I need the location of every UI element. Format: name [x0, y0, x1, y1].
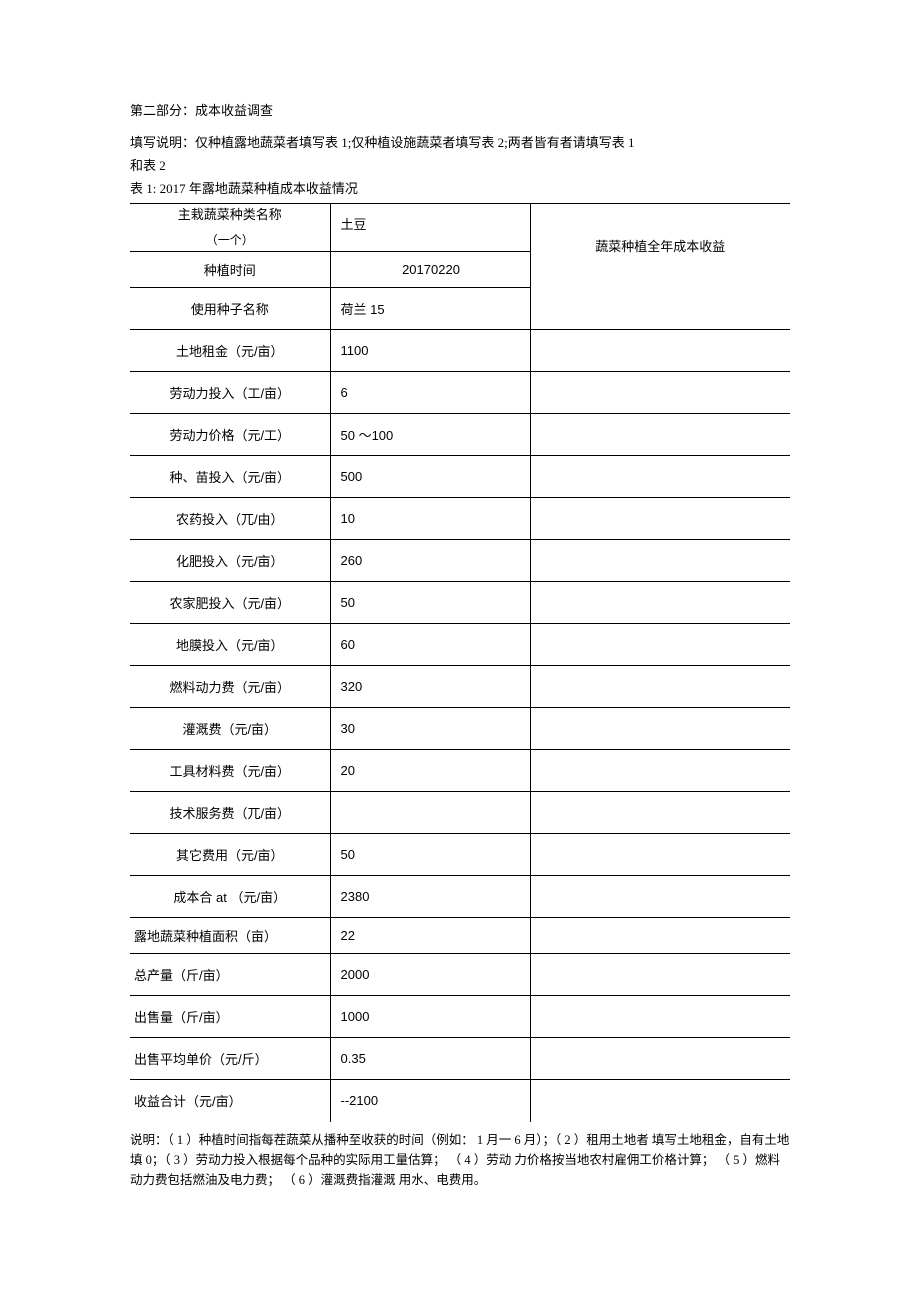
planting-time-value: 20170220	[330, 252, 530, 288]
cost-income-table: 主栽蔬菜种类名称 （一个） 土豆 蔬菜种植全年成本收益 种植时间 2017022…	[130, 203, 790, 1122]
row-label: 露地蔬菜种植面积（亩）	[130, 918, 330, 954]
seed-label: 使用种子名称	[130, 288, 330, 330]
row-annual	[530, 954, 790, 996]
row-label: 农药投入（兀/由）	[130, 498, 330, 540]
table-title: 表 1: 2017 年露地蔬菜种植成本收益情况	[130, 178, 790, 197]
row-annual	[530, 456, 790, 498]
row-annual	[530, 498, 790, 540]
row-label: 燃料动力费（元/亩）	[130, 666, 330, 708]
table-row: 工具材料费（元/亩） 20	[130, 750, 790, 792]
table-row: 灌溉费（元/亩） 30	[130, 708, 790, 750]
row-label: 出售平均单价（元/斤）	[130, 1038, 330, 1080]
variety-sub: （一个）	[138, 231, 322, 250]
row-value: 50	[330, 834, 530, 876]
row-annual	[530, 918, 790, 954]
row-value: 30	[330, 708, 530, 750]
variety-label-cell: 主栽蔬菜种类名称 （一个）	[130, 204, 330, 252]
annual-label: 蔬菜种植全年成本收益	[595, 239, 725, 254]
row-annual	[530, 708, 790, 750]
instructions-line1: 填写说明：仅种植露地蔬菜者填写表 1;仅种植设施蔬菜者填写表 2;两者皆有者请填…	[130, 133, 790, 153]
row-annual	[530, 750, 790, 792]
row-annual	[530, 372, 790, 414]
table-row: 劳动力投入（工/亩） 6	[130, 372, 790, 414]
seed-value: 荷兰 15	[330, 288, 530, 330]
row-value: 22	[330, 918, 530, 954]
row-label: 其它费用（元/亩）	[130, 834, 330, 876]
table-row: 燃料动力费（元/亩） 320	[130, 666, 790, 708]
row-value: 1100	[330, 330, 530, 372]
row-label: 出售量（斤/亩）	[130, 996, 330, 1038]
row-annual	[530, 834, 790, 876]
row-value: 6	[330, 372, 530, 414]
row-value	[330, 792, 530, 834]
table-row: 劳动力价格（元/工） 50 〜100	[130, 414, 790, 456]
row-annual	[530, 330, 790, 372]
table-row: 出售量（斤/亩） 1000	[130, 996, 790, 1038]
row-value: 2000	[330, 954, 530, 996]
row-label: 总产量（斤/亩）	[130, 954, 330, 996]
row-value: 50	[330, 582, 530, 624]
row-value: 50 〜100	[330, 414, 530, 456]
instructions-line2: 和表 2	[130, 156, 790, 176]
row-label: 成本合 at （元/亩）	[130, 876, 330, 918]
table-row: 地膜投入（元/亩） 60	[130, 624, 790, 666]
table-row: 收益合计（元/亩） --2100	[130, 1080, 790, 1122]
annual-empty	[530, 288, 790, 330]
row-value: 20	[330, 750, 530, 792]
variety-label: 主栽蔬菜种类名称	[138, 205, 322, 226]
row-value: 1000	[330, 996, 530, 1038]
row-label: 工具材料费（元/亩）	[130, 750, 330, 792]
row-annual	[530, 792, 790, 834]
row-label: 劳动力投入（工/亩）	[130, 372, 330, 414]
table-row: 农药投入（兀/由） 10	[130, 498, 790, 540]
row-value: 260	[330, 540, 530, 582]
table-row: 种、苗投入（元/亩） 500	[130, 456, 790, 498]
row-annual	[530, 624, 790, 666]
row-label: 劳动力价格（元/工）	[130, 414, 330, 456]
table-row: 化肥投入（元/亩） 260	[130, 540, 790, 582]
row-label: 技术服务费（兀/亩）	[130, 792, 330, 834]
table-row: 成本合 at （元/亩） 2380	[130, 876, 790, 918]
row-label: 农家肥投入（元/亩）	[130, 582, 330, 624]
row-value: 10	[330, 498, 530, 540]
table-row: 其它费用（元/亩） 50	[130, 834, 790, 876]
row-annual	[530, 582, 790, 624]
row-value: --2100	[330, 1080, 530, 1122]
table-row: 总产量（斤/亩） 2000	[130, 954, 790, 996]
planting-time-label: 种植时间	[130, 252, 330, 288]
table-row: 技术服务费（兀/亩）	[130, 792, 790, 834]
variety-value: 土豆	[330, 204, 530, 252]
row-annual	[530, 414, 790, 456]
row-label: 灌溉费（元/亩）	[130, 708, 330, 750]
row-value: 320	[330, 666, 530, 708]
row-label: 种、苗投入（元/亩）	[130, 456, 330, 498]
row-annual	[530, 1080, 790, 1122]
row-value: 60	[330, 624, 530, 666]
section-title: 第二部分：成本收益调查	[130, 100, 790, 119]
row-label: 化肥投入（元/亩）	[130, 540, 330, 582]
table-row: 土地租金（元/亩） 1100	[130, 330, 790, 372]
table-row: 农家肥投入（元/亩） 50	[130, 582, 790, 624]
annual-label-cell: 蔬菜种植全年成本收益	[530, 204, 790, 288]
row-annual	[530, 666, 790, 708]
row-annual	[530, 876, 790, 918]
row-value: 500	[330, 456, 530, 498]
row-label: 地膜投入（元/亩）	[130, 624, 330, 666]
row-label: 土地租金（元/亩）	[130, 330, 330, 372]
row-annual	[530, 1038, 790, 1080]
notes: 说明：（ 1 ）种植时间指每茬蔬菜从播种至收获的时间（例如： 1 月一 6 月）…	[130, 1130, 790, 1190]
row-value: 0.35	[330, 1038, 530, 1080]
table-row: 露地蔬菜种植面积（亩） 22	[130, 918, 790, 954]
row-annual	[530, 996, 790, 1038]
table-row: 出售平均单价（元/斤） 0.35	[130, 1038, 790, 1080]
row-value: 2380	[330, 876, 530, 918]
row-annual	[530, 540, 790, 582]
row-label: 收益合计（元/亩）	[130, 1080, 330, 1122]
